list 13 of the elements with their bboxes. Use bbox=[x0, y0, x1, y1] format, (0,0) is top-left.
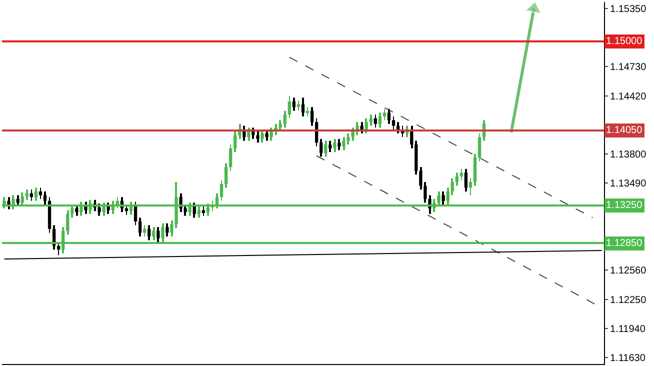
y-tick-label: 1.12250 bbox=[610, 294, 647, 306]
ref-line-label: 1.14050 bbox=[606, 125, 643, 136]
y-tick-label: 1.11630 bbox=[610, 352, 646, 364]
y-tick-label: 1.11940 bbox=[610, 324, 646, 335]
ref-line-label: 1.13250 bbox=[606, 200, 643, 211]
ref-line-label: 1.15000 bbox=[606, 36, 643, 47]
y-tick-label: 1.14730 bbox=[610, 62, 647, 74]
y-tick-label: 1.12560 bbox=[610, 266, 647, 277]
y-tick-label: 1.13490 bbox=[610, 178, 647, 190]
y-tick-label: 1.14420 bbox=[610, 91, 647, 102]
ref-line-label: 1.12850 bbox=[606, 238, 643, 249]
y-tick-label: 1.13800 bbox=[610, 149, 647, 160]
y-tick-label: 1.15350 bbox=[610, 4, 647, 16]
